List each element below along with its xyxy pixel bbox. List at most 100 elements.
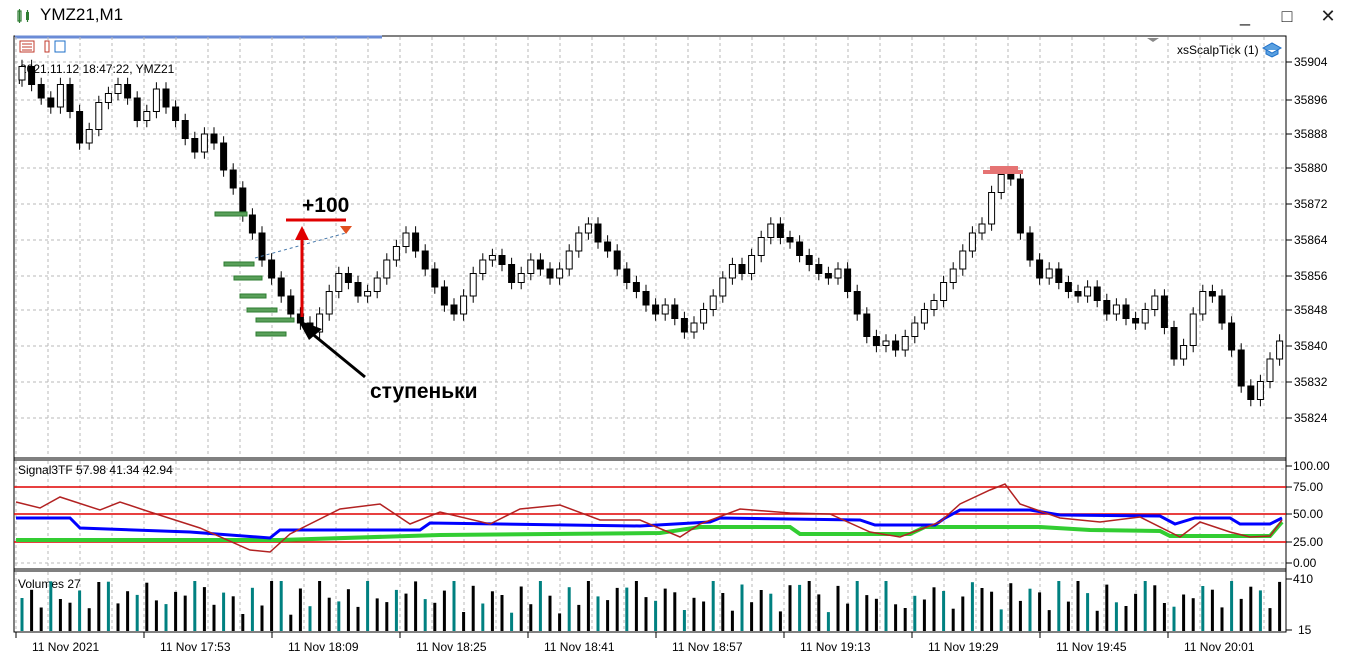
volume-bar xyxy=(855,581,859,631)
candle xyxy=(594,223,602,243)
window-titlebar: YMZ21,M1 _ □ ✕ xyxy=(0,0,1358,32)
collapse-arrow-icon[interactable] xyxy=(1147,38,1159,42)
candle xyxy=(85,129,93,144)
price-axis[interactable]: 35904 35896 35888 35880 35872 35864 35856 35848… xyxy=(1286,55,1328,425)
steps-label: ступеньки xyxy=(370,380,478,403)
volume-bar xyxy=(711,581,715,631)
price-tick: 35824 xyxy=(1294,411,1328,425)
volume-bar xyxy=(174,591,178,631)
volume-bar xyxy=(452,581,456,631)
candle xyxy=(700,309,708,324)
candle xyxy=(124,84,132,99)
graduation-cap-icon[interactable] xyxy=(1261,42,1283,58)
chart-frame xyxy=(13,35,1287,633)
chart-svg[interactable]: 2021.11.12 18:47:22, YMZ21 l xsScalpTick… xyxy=(0,32,1358,662)
volume-bar xyxy=(414,581,418,631)
volume-bar xyxy=(1239,598,1243,631)
candle xyxy=(220,142,228,171)
volume-bar xyxy=(471,585,475,631)
candle xyxy=(152,88,160,112)
close-button[interactable]: ✕ xyxy=(1320,6,1336,26)
candle xyxy=(37,84,45,99)
candle xyxy=(805,255,813,265)
time-tick: 11 Nov 2021 xyxy=(32,640,99,654)
time-tick: 11 Nov 18:57 xyxy=(672,640,743,654)
candle xyxy=(1247,385,1255,400)
candle xyxy=(1237,349,1245,387)
candle xyxy=(1151,295,1159,310)
time-tick: 11 Nov 19:45 xyxy=(1056,640,1127,654)
volume-bar xyxy=(615,587,619,631)
candle xyxy=(1228,322,1236,351)
chart-toolbar[interactable] xyxy=(19,40,66,53)
signal-axis: 100.00 75.00 50.00 25.00 0.00 xyxy=(1286,459,1330,570)
volume-bar xyxy=(980,588,984,631)
volume-bar xyxy=(241,614,245,631)
candle xyxy=(661,304,669,315)
steps-arrow-head xyxy=(298,320,322,340)
volume-bar xyxy=(826,612,830,631)
volume-bar xyxy=(366,581,370,631)
candle xyxy=(325,291,333,315)
volume-bar xyxy=(644,597,648,631)
volume-bar xyxy=(1028,588,1032,631)
volume-bar xyxy=(922,599,926,631)
volume-bar xyxy=(145,582,149,631)
candle xyxy=(623,268,631,283)
volume-bar xyxy=(586,581,590,631)
volume-bar xyxy=(106,581,110,631)
volume-bar xyxy=(1076,581,1080,631)
price-tick: 35872 xyxy=(1294,197,1328,211)
candle xyxy=(1218,295,1226,324)
volume-bar xyxy=(1105,584,1109,631)
candle xyxy=(575,232,583,252)
candle xyxy=(1170,327,1178,360)
one-click-icon[interactable] xyxy=(44,40,50,53)
top-markers xyxy=(983,166,1023,174)
volume-bar xyxy=(740,584,744,631)
candle xyxy=(844,268,852,292)
time-tick: 11 Nov 17:53 xyxy=(160,640,231,654)
depth-of-market-icon[interactable] xyxy=(54,40,66,53)
step-markers xyxy=(214,211,295,337)
candle xyxy=(738,264,746,274)
candle xyxy=(143,111,151,121)
volume-bar xyxy=(298,588,302,631)
candle xyxy=(604,241,612,252)
volume-bar xyxy=(702,601,706,631)
time-tick: 11 Nov 20:01 xyxy=(1184,640,1255,654)
maximize-button[interactable]: □ xyxy=(1281,6,1293,26)
candle xyxy=(239,187,247,216)
candle xyxy=(786,237,794,243)
steps-arrow-shaft xyxy=(309,330,366,379)
candle xyxy=(1026,232,1034,261)
volume-bar xyxy=(673,592,677,631)
candle xyxy=(335,273,343,292)
signal-tick: 50.00 xyxy=(1293,507,1323,521)
minimize-button[interactable]: _ xyxy=(1239,6,1250,26)
candle xyxy=(114,84,122,94)
candle xyxy=(1199,291,1207,315)
time-axis[interactable]: 11 Nov 2021 11 Nov 17:53 11 Nov 18:09 11 No… xyxy=(15,632,1255,654)
candle xyxy=(680,318,688,333)
candle xyxy=(882,340,890,346)
volume-bar xyxy=(798,584,802,631)
volume-bar xyxy=(769,593,773,631)
candle xyxy=(28,66,36,85)
candle xyxy=(316,313,324,333)
candle xyxy=(1084,286,1092,297)
volume-bar xyxy=(1057,581,1061,631)
chart-area[interactable]: 2021.11.12 18:47:22, YMZ21 l xsScalpTick… xyxy=(0,32,1358,662)
candle xyxy=(95,102,103,130)
volume-bar xyxy=(750,602,754,631)
candle xyxy=(748,255,756,274)
candle xyxy=(383,259,391,279)
profit-label: +100 xyxy=(302,194,349,217)
top-marker xyxy=(983,170,1023,174)
candle xyxy=(1132,318,1140,324)
window-title: YMZ21,M1 xyxy=(40,5,124,24)
volume-bar xyxy=(990,591,994,631)
volume-bar xyxy=(49,581,53,631)
volume-bar xyxy=(999,609,1003,631)
volume-bar xyxy=(1095,610,1099,631)
